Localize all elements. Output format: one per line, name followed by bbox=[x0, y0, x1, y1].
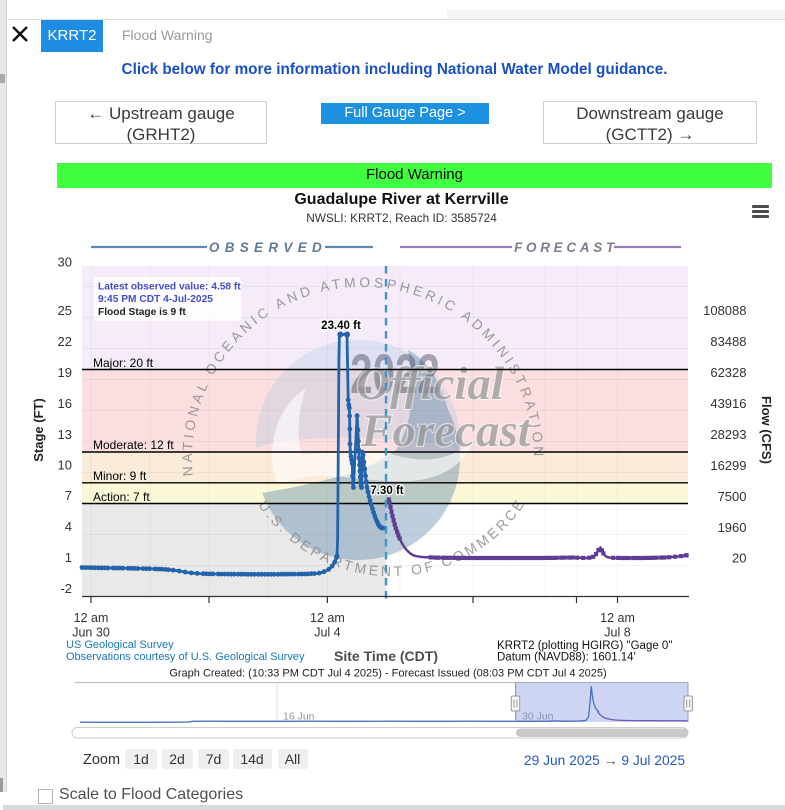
svg-text:19: 19 bbox=[58, 365, 72, 380]
svg-text:43916: 43916 bbox=[710, 396, 746, 411]
svg-text:9:45 PM CDT 4-Jul-2025: 9:45 PM CDT 4-Jul-2025 bbox=[98, 294, 213, 305]
svg-text:1: 1 bbox=[65, 550, 72, 565]
svg-text:7.30 ft: 7.30 ft bbox=[370, 485, 403, 497]
svg-text:Official: Official bbox=[356, 358, 504, 410]
svg-text:30: 30 bbox=[58, 255, 72, 270]
svg-text:Jun 30: Jun 30 bbox=[72, 626, 110, 640]
svg-text:23.40 ft: 23.40 ft bbox=[321, 320, 361, 332]
svg-text:-2: -2 bbox=[60, 581, 72, 596]
svg-text:KRRT2 (plotting HGIRG) "Gage 0: KRRT2 (plotting HGIRG) "Gage 0" bbox=[497, 640, 672, 652]
svg-text:12 am: 12 am bbox=[310, 611, 345, 625]
svg-text:7500: 7500 bbox=[718, 489, 747, 504]
svg-text:Forecast: Forecast bbox=[360, 405, 533, 457]
svg-text:20: 20 bbox=[732, 551, 746, 566]
svg-text:Jul 8: Jul 8 bbox=[604, 626, 630, 640]
svg-text:62328: 62328 bbox=[710, 365, 746, 380]
svg-text:7: 7 bbox=[65, 488, 72, 503]
svg-text:16299: 16299 bbox=[710, 458, 746, 473]
svg-text:Latest observed value: 4.58 ft: Latest observed value: 4.58 ft bbox=[98, 282, 241, 293]
svg-text:Minor: 9 ft: Minor: 9 ft bbox=[93, 469, 147, 483]
svg-text:Datum (NAVD88): 1601.14': Datum (NAVD88): 1601.14' bbox=[497, 652, 636, 664]
svg-text:Observations courtesy of U.S.: Observations courtesy of U.S. Geological… bbox=[66, 651, 305, 663]
svg-text:Graph Created: (10:33 PM CDT J: Graph Created: (10:33 PM CDT Jul 4 2025)… bbox=[169, 668, 606, 680]
svg-text:Action: 7 ft: Action: 7 ft bbox=[93, 490, 150, 504]
svg-text:16 Jun: 16 Jun bbox=[283, 711, 315, 723]
svg-text:28293: 28293 bbox=[710, 427, 746, 442]
svg-text:Flood Stage is 9 ft: Flood Stage is 9 ft bbox=[98, 307, 186, 318]
svg-text:12 am: 12 am bbox=[74, 611, 109, 625]
svg-text:OBSERVED: OBSERVED bbox=[209, 240, 327, 255]
svg-text:FORECAST: FORECAST bbox=[514, 240, 618, 255]
svg-text:16: 16 bbox=[58, 396, 72, 411]
svg-text:10: 10 bbox=[58, 458, 72, 473]
svg-text:30 Jun: 30 Jun bbox=[522, 711, 554, 723]
svg-text:Flow (CFS): Flow (CFS) bbox=[759, 396, 774, 464]
svg-text:Jul 4: Jul 4 bbox=[314, 626, 340, 640]
svg-text:Site Time (CDT): Site Time (CDT) bbox=[334, 648, 438, 664]
svg-text:108088: 108088 bbox=[703, 303, 746, 318]
svg-text:2022: 2022 bbox=[350, 344, 440, 406]
svg-text:Moderate: 12 ft: Moderate: 12 ft bbox=[93, 438, 174, 452]
svg-text:Stage (FT): Stage (FT) bbox=[31, 398, 46, 462]
svg-text:1960: 1960 bbox=[718, 520, 747, 535]
svg-text:22: 22 bbox=[58, 334, 72, 349]
svg-text:Major: 20 ft: Major: 20 ft bbox=[93, 356, 154, 370]
svg-text:4: 4 bbox=[65, 519, 72, 534]
svg-text:13: 13 bbox=[58, 427, 72, 442]
svg-text:83488: 83488 bbox=[710, 334, 746, 349]
svg-text:25: 25 bbox=[58, 303, 72, 318]
svg-text:12 am: 12 am bbox=[600, 611, 635, 625]
svg-text:US Geological Survey: US Geological Survey bbox=[66, 639, 174, 651]
